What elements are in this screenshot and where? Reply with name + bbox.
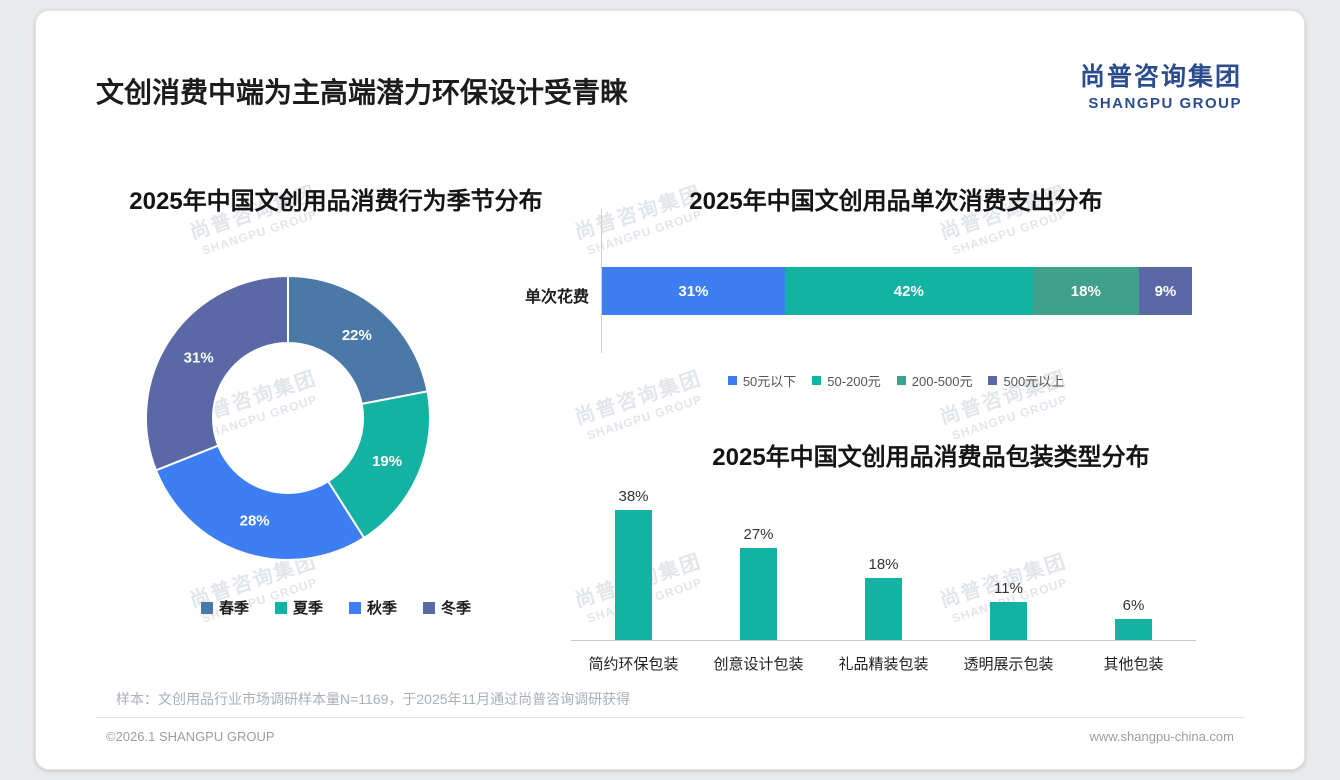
legend-label: 夏季 (292, 600, 323, 617)
legend-label: 500元以上 (1003, 374, 1065, 389)
legend-swatch (200, 601, 213, 614)
donut-chart-title: 2025年中国文创用品消费行为季节分布 (129, 188, 543, 215)
bar (865, 578, 902, 640)
donut-slice-label: 28% (240, 513, 270, 530)
bar-column: 6% (1071, 597, 1196, 640)
bar-column: 38% (571, 488, 696, 640)
bar-column: 11% (946, 580, 1071, 640)
legend-label: 秋季 (367, 600, 398, 617)
stacked-segment: 42% (784, 267, 1033, 315)
bar-category-label: 透明展示包装 (963, 656, 1054, 673)
bar (990, 602, 1027, 640)
donut-chart: 22% 19% 28% 31% (145, 274, 431, 561)
donut-slice (326, 390, 431, 540)
stacked-chart-title: 2025年中国文创用品单次消费支出分布 (689, 188, 1103, 215)
donut-legend: 春季 夏季 秋季 冬季 (76, 597, 596, 618)
legend-swatch (812, 376, 822, 385)
legend-item: 秋季 (349, 597, 397, 618)
page-title: 文创消费中端为主高端潜力环保设计受青睐 (96, 77, 629, 108)
bar (740, 548, 777, 640)
legend-swatch (988, 376, 998, 385)
bar-column: 18% (821, 556, 946, 640)
footer-copyright: ©2026.1 SHANGPU GROUP (106, 729, 275, 744)
stacked-row-label: 单次花费 (524, 289, 589, 306)
legend-label: 200-500元 (911, 374, 973, 389)
bar (615, 510, 652, 640)
bar-value-label: 38% (618, 488, 649, 505)
bar-value-label: 18% (868, 556, 899, 573)
legend-label: 50元以下 (742, 374, 797, 389)
donut-slice-label: 31% (184, 349, 214, 366)
bars-chart-title: 2025年中国文创用品消费品包装类型分布 (712, 444, 1150, 471)
legend-item: 500元以上 (988, 371, 1064, 390)
donut-slice (145, 274, 289, 472)
bar-chart: 38% 27% 18% 11% 6% (571, 481, 1196, 641)
legend-item: 50-200元 (812, 371, 881, 390)
legend-swatch (274, 601, 287, 614)
legend-label: 冬季 (441, 600, 472, 617)
bar-category-label: 礼品精装包装 (838, 656, 929, 673)
bar-category-label: 其他包装 (1103, 656, 1164, 673)
stacked-bar: 31% 42% 18% 9% (602, 267, 1192, 315)
legend-swatch (896, 376, 906, 385)
legend-item: 夏季 (274, 597, 323, 618)
stacked-legend: 50元以下 50-200元 200-500元 500元以上 (626, 371, 1166, 390)
donut-slice-label: 22% (342, 327, 372, 344)
legend-item: 200-500元 (896, 371, 973, 390)
legend-label: 50-200元 (827, 374, 881, 389)
stacked-axis-line (601, 209, 602, 353)
bar-value-label: 27% (743, 526, 774, 543)
brand-logo-cn: 尚普咨询集团 (1079, 63, 1242, 91)
bar-column: 27% (696, 526, 821, 640)
bar-category-label: 简约环保包装 (588, 656, 679, 673)
slide-card: 尚普咨询集团 SHANGPU GROUP 尚普咨询集团 SHANGPU GROUP 尚普… (35, 10, 1305, 770)
donut-slice (287, 274, 429, 406)
stacked-segment: 18% (1032, 267, 1139, 315)
donut-slice (154, 444, 366, 561)
stacked-segment: 31% (602, 267, 785, 315)
bar (1115, 619, 1152, 640)
legend-item: 春季 (200, 597, 249, 618)
footer-website: www.shangpu-china.com (1089, 729, 1234, 744)
legend-swatch (349, 601, 361, 614)
legend-label: 春季 (218, 600, 249, 617)
sample-note: 样本：文创用品行业市场调研样本量N=1169，于2025年11月通过尚普咨询调研… (116, 691, 631, 707)
legend-item: 冬季 (423, 597, 471, 618)
bar-chart-categories: 简约环保包装 创意设计包装 礼品精装包装 透明展示包装 其他包装 (571, 653, 1196, 674)
legend-item: 50元以下 (727, 371, 797, 390)
bar-value-label: 6% (1122, 597, 1145, 614)
legend-swatch (423, 601, 436, 614)
bar-value-label: 11% (994, 580, 1023, 597)
bar-category-label: 创意设计包装 (713, 656, 804, 673)
footer-divider (96, 717, 1244, 718)
donut-slice-label: 19% (372, 453, 402, 470)
brand-logo: 尚普咨询集团 SHANGPU GROUP (1080, 57, 1242, 112)
legend-swatch (727, 376, 737, 385)
stacked-segment: 9% (1138, 267, 1192, 315)
brand-logo-en: SHANGPU GROUP (1088, 95, 1242, 112)
